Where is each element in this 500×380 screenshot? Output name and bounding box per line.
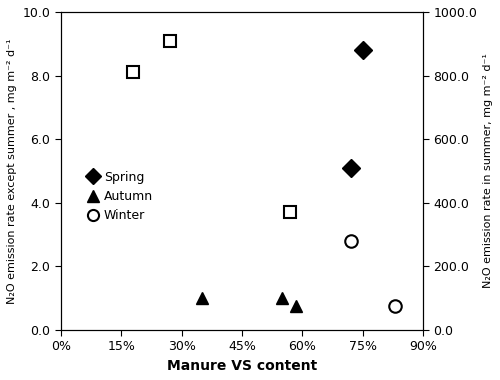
X-axis label: Manure VS content: Manure VS content — [167, 359, 317, 373]
Y-axis label: N₂O emission rate except summer , mg m⁻² d⁻¹: N₂O emission rate except summer , mg m⁻²… — [7, 38, 17, 304]
Legend: Spring, Autumn, Winter: Spring, Autumn, Winter — [82, 166, 158, 227]
Y-axis label: N₂O emission rate in summer, mg m⁻² d⁻¹: N₂O emission rate in summer, mg m⁻² d⁻¹ — [483, 54, 493, 288]
